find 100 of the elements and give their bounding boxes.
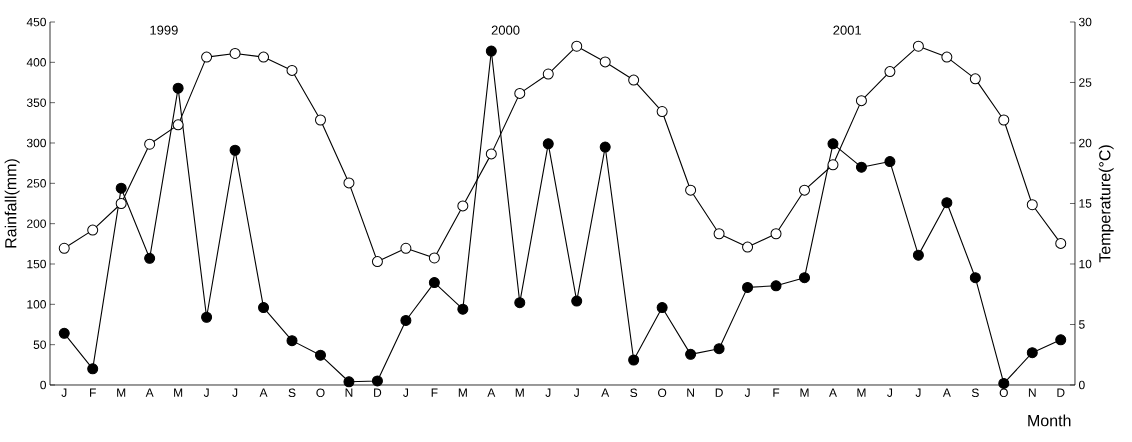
point [1026,199,1038,211]
point [144,252,156,264]
x-tick-label: A [942,388,951,397]
y-tick-label: 250 [27,179,46,188]
point [400,314,412,326]
point [428,277,440,289]
x-tick-label: M [174,388,183,397]
x-tick-label: S [288,388,296,398]
point [884,156,896,168]
point [87,363,99,375]
x-tick-label: M [800,388,809,397]
y2-tick-label: 20 [1079,138,1092,148]
point [656,302,668,314]
y2-tick-label: 25 [1079,78,1092,87]
point [485,45,497,57]
y-tick-label: 150 [27,259,46,269]
point [115,198,127,209]
point [855,161,867,173]
point [941,51,953,63]
point [229,144,241,156]
point [1055,237,1067,249]
point [172,119,184,131]
x-axis-title: Month [1028,414,1071,427]
y2-tick-label: 0 [1078,380,1085,390]
point [571,40,583,52]
point [343,177,355,189]
point [457,303,469,315]
point [912,40,924,52]
x-tick-label: D [715,388,723,397]
x-tick-label: O [316,388,325,398]
x-tick-label: J [887,388,893,397]
point [371,256,383,268]
x-tick-label: N [1028,388,1036,397]
point [1026,347,1038,359]
point [969,272,981,284]
y-tick-label: 100 [27,300,46,309]
y2-tick-label: 5 [1079,320,1085,329]
y-tick-label: 0 [40,380,47,390]
point [799,272,810,284]
x-tick-label: J [203,388,209,397]
y-tick-label: 400 [26,58,46,67]
y-axis-title: Rainfall(mm) [4,159,20,248]
point [599,141,611,153]
annotation: 1999 [150,25,178,35]
point [799,184,810,196]
point [1055,334,1067,346]
y-tick-label: 300 [26,138,46,148]
x-tick-label: S [630,388,638,398]
y-tick-label: 450 [26,17,46,27]
y2-tick-label: 10 [1079,259,1092,269]
y-tick-label: 350 [26,98,46,107]
point [286,64,298,76]
x-tick-label: D [374,388,382,397]
point [855,95,867,107]
point [542,68,554,80]
y-tick-label: 200 [27,219,46,228]
x-tick-label: J [744,388,750,397]
point [599,56,611,68]
x-tick-label: A [601,388,610,397]
x-tick-label: O [999,388,1008,398]
x-tick-label: D [1057,388,1065,397]
point [314,114,326,126]
point [58,242,70,254]
point [884,66,896,78]
point [656,106,668,118]
point [998,114,1010,126]
point [258,51,270,63]
x-tick-label: J [61,388,67,397]
point [628,74,640,86]
point [742,241,754,253]
point [713,343,725,355]
x-tick-label: J [232,388,238,397]
point [258,302,270,314]
x-tick-label: M [857,388,866,397]
point [542,138,554,150]
point [58,327,70,339]
point [941,197,953,209]
point [770,228,782,240]
x-tick-label: A [259,388,268,397]
point [144,138,156,150]
point [685,348,697,360]
point [998,377,1010,389]
point [827,138,839,150]
x-tick-label: N [687,388,694,397]
point [514,87,526,99]
annotation: 2001 [833,25,862,35]
point [485,148,497,160]
x-tick-label: M [515,388,524,397]
x-tick-label: A [145,388,154,397]
x-tick-label: F [773,388,780,397]
point [201,311,213,323]
point [912,249,924,261]
point [428,252,440,264]
point [514,297,526,309]
point [742,281,754,293]
point [628,354,640,366]
point [713,228,725,240]
y2-axis-title: Temperature(°C) [1098,145,1114,263]
y2-tick-label: 15 [1079,199,1092,208]
point [229,47,241,59]
